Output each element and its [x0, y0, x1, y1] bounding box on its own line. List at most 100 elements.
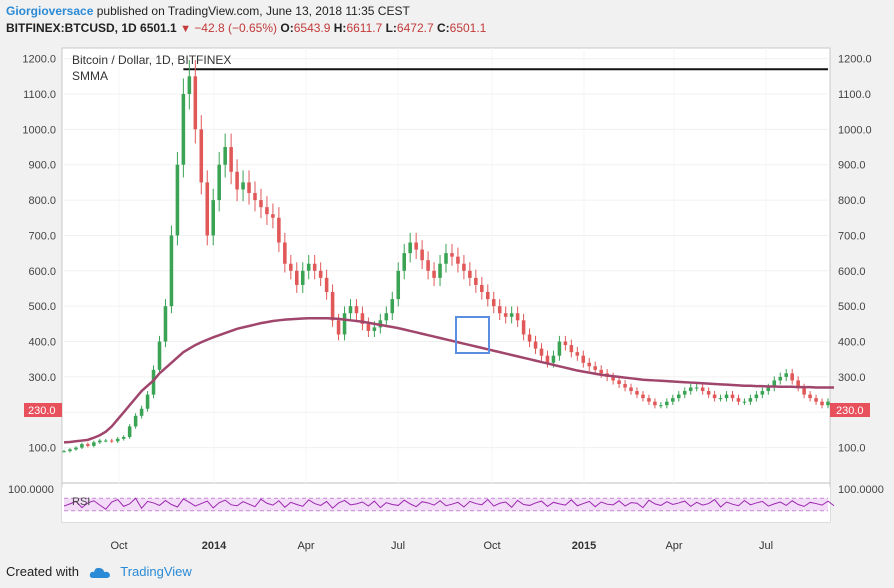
candle-body — [772, 380, 777, 388]
y-tick-label-right: 100.0 — [838, 443, 866, 455]
candle-body — [432, 270, 436, 278]
candle-body — [312, 263, 317, 271]
candle-body — [808, 394, 812, 399]
candle-body — [593, 366, 597, 370]
y-tick-label-right: 600.0 — [838, 266, 866, 278]
candle-body — [778, 376, 783, 381]
candle-body — [295, 270, 299, 285]
down-arrow-icon: ▼ — [180, 23, 191, 35]
candle-body — [754, 394, 759, 399]
candle-body — [247, 182, 251, 193]
last-price: 6501.1 — [140, 21, 177, 35]
open-value: 6543.9 — [293, 21, 331, 35]
candle-body — [217, 164, 221, 201]
x-tick-label: Jul — [759, 540, 773, 552]
candle-body — [396, 270, 401, 300]
publisher-line: Giorgioversace published on TradingView.… — [6, 4, 410, 18]
candle-body — [468, 270, 472, 278]
candle-body — [766, 387, 771, 392]
author-link[interactable]: Giorgioversace — [6, 4, 94, 18]
open-label: O: — [280, 21, 294, 35]
close-label: C: — [436, 21, 450, 35]
price-tag-left-text: 230.0 — [28, 405, 56, 417]
candle-body — [151, 369, 156, 395]
candle-body — [366, 323, 371, 331]
candle-body — [163, 306, 168, 342]
candle-body — [139, 408, 144, 416]
candle-body — [718, 398, 723, 400]
y-tick-label-left: 1000.0 — [22, 124, 56, 136]
chart-title: Bitcoin / Dollar, 1D, BITFINEX — [72, 53, 231, 67]
candle-body — [360, 313, 365, 324]
symbol-name[interactable]: BITFINEX:BTCUSD, 1D — [6, 21, 137, 35]
candle-body — [265, 207, 269, 215]
candle-body — [581, 355, 586, 363]
candle-body — [253, 193, 257, 201]
smma-line — [63, 316, 834, 444]
candle-body — [659, 405, 663, 407]
candle-body — [653, 401, 657, 406]
y-tick-label-right: 1200.0 — [838, 54, 872, 66]
candle-body — [80, 444, 84, 448]
price-tag-right-text: 230.0 — [836, 405, 864, 417]
x-tick-label: Jul — [391, 540, 405, 552]
x-tick-label: 2015 — [572, 540, 596, 552]
candle-body — [539, 348, 544, 356]
candle-body — [324, 277, 329, 293]
candle-body — [145, 394, 150, 409]
candle-body — [300, 270, 305, 285]
rsi-line — [63, 497, 835, 510]
annotation-box[interactable] — [455, 316, 490, 354]
candle-body — [289, 263, 293, 271]
candle-body — [199, 129, 204, 183]
x-tick-label: Apr — [665, 540, 682, 552]
candle-body — [629, 387, 633, 392]
candle-body — [497, 306, 502, 314]
candle-body — [390, 299, 395, 314]
candle-body — [521, 320, 526, 335]
change-value: −42.8 (−0.65%) — [194, 21, 278, 35]
candle-body — [682, 391, 687, 395]
x-tick-label: Apr — [297, 540, 314, 552]
candle-body — [802, 387, 806, 395]
y-tick-label-right: 700.0 — [838, 230, 866, 242]
candle-body — [814, 398, 818, 402]
y-tick-label-right: 300.0 — [838, 372, 866, 384]
y-tick-label-left: 400.0 — [28, 337, 56, 349]
candle-body — [533, 341, 538, 349]
candle-body — [229, 147, 233, 172]
y-tick-label-left: 500.0 — [28, 301, 56, 313]
candle-body — [796, 380, 800, 388]
candle-body — [706, 391, 711, 395]
candle-body — [647, 398, 651, 402]
y-tick-label-right: 400.0 — [838, 337, 866, 349]
candle-body — [175, 164, 180, 236]
candle-body — [724, 394, 729, 399]
candle-body — [486, 292, 490, 300]
y-tick-label-left: 1100.0 — [23, 89, 56, 101]
tradingview-link[interactable]: TradingView — [120, 564, 192, 579]
candle-body — [259, 200, 263, 208]
x-tick-label: Oct — [483, 540, 500, 552]
candle-body — [86, 444, 90, 446]
high-label: H: — [333, 21, 347, 35]
candle-body — [169, 235, 174, 307]
candle-body — [545, 355, 550, 363]
candle-body — [671, 398, 675, 402]
y-tick-label-right: 800.0 — [838, 195, 866, 207]
price-chart[interactable]: 1200.0 1100.0 1000.0 900.0 800.0 700.0 600.0 50… — [0, 40, 894, 558]
candle-body — [474, 277, 478, 285]
candle-body — [748, 398, 753, 402]
candle-body — [133, 415, 138, 427]
candle-body — [450, 253, 454, 257]
rsi-axis-label-right: 100.0000 — [838, 484, 884, 496]
candle-body — [462, 263, 466, 271]
y-tick-label-left: 300.0 — [28, 372, 56, 384]
candle-body — [277, 217, 281, 243]
price-tag-left: 230.0 — [24, 403, 62, 417]
candle-body — [557, 341, 562, 356]
candle-body — [223, 147, 227, 165]
candle-body — [241, 182, 245, 190]
candle-body — [318, 270, 323, 278]
candle-body — [509, 313, 514, 317]
